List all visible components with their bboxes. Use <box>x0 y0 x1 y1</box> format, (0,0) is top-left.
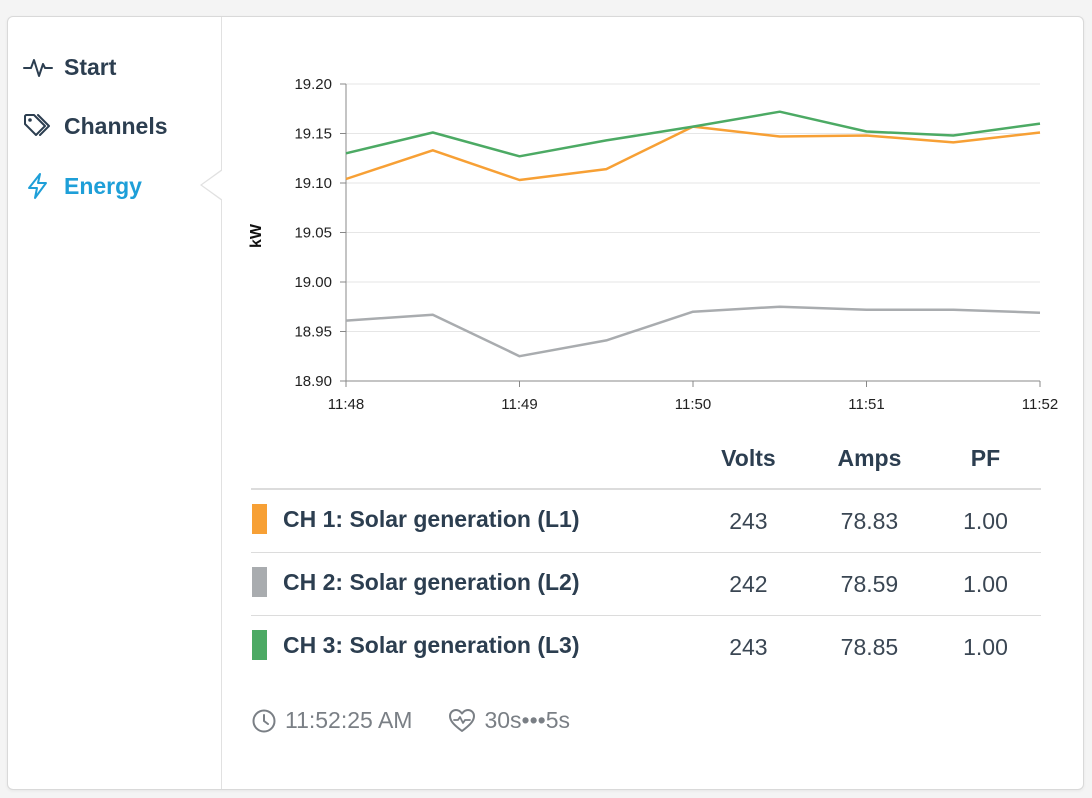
ch2-color-swatch <box>252 567 267 597</box>
y-axis-ticks: 19.20 19.15 19.10 19.05 19.00 18.95 18.90 <box>294 76 332 390</box>
sidebar-item-label: Energy <box>64 172 142 199</box>
volts-column-header: Volts <box>687 428 809 490</box>
amps-value: 78.85 <box>840 633 899 660</box>
x-tick-label: 11:49 <box>501 396 537 413</box>
pulse-icon <box>22 51 54 83</box>
y-tick-label: 18.95 <box>294 324 332 341</box>
power-line-chart: 19.20 19.15 19.10 19.05 19.00 18.95 18.90 11:4… <box>248 76 1058 413</box>
table-header-row: Volts Amps PF <box>251 428 1041 490</box>
sidebar-item-label: Start <box>64 53 117 80</box>
y-axis-label: kW <box>248 223 265 248</box>
pf-value: 1.00 <box>930 489 1041 553</box>
amps-column-header: Amps <box>808 428 930 490</box>
x-axis-ticks: 11:48 11:49 11:50 11:51 11:52 <box>328 381 1058 413</box>
sidebar-nav: Start Channels Energy <box>8 17 222 789</box>
y-tick-label: 19.15 <box>294 126 332 143</box>
y-tick-label: 18.90 <box>294 373 332 390</box>
sidebar-item-label: Channels <box>64 112 168 139</box>
amps-value: 78.83 <box>808 489 930 553</box>
tags-icon <box>22 110 54 142</box>
sidebar-item-channels[interactable]: Channels <box>22 106 212 146</box>
volts-value: 243 <box>687 489 809 553</box>
series-line-ch3 <box>345 110 1041 158</box>
x-tick-label: 11:52 <box>1022 396 1058 413</box>
ch3-color-swatch <box>252 630 267 660</box>
sidebar-item-start[interactable]: Start <box>22 47 212 87</box>
channel-readings-table: Volts Amps PF CH 1: Solar generation (L1… <box>251 428 1041 678</box>
channel-name: CH 3: Solar generation (L3) <box>251 616 688 679</box>
volts-value: 242 <box>687 552 809 616</box>
table-row[interactable]: CH 2: Solar generation (L2) 242 78.59 1.… <box>251 552 1041 616</box>
heart-pulse-icon <box>448 708 476 734</box>
amps-value: 78.59 <box>808 552 930 616</box>
table-row[interactable]: CH 3: Solar generation (L3) 243 78.85 1.… <box>251 616 1041 679</box>
y-tick-label: 19.05 <box>294 225 332 242</box>
volts-value: 243 <box>729 633 768 660</box>
chart-grid <box>340 83 1040 382</box>
pf-value: 1.00 <box>963 633 1008 660</box>
refresh-interval: 30s•••5s <box>484 707 570 733</box>
table-row[interactable]: CH 1: Solar generation (L1) 243 78.83 1.… <box>251 489 1041 553</box>
channel-name: CH 1: Solar generation (L1) <box>251 489 688 553</box>
y-tick-label: 19.00 <box>294 274 332 291</box>
y-tick-label: 19.10 <box>294 175 332 192</box>
x-tick-label: 11:51 <box>848 396 884 413</box>
channel-name: CH 2: Solar generation (L2) <box>251 552 688 616</box>
chart-series <box>345 110 1041 358</box>
energy-card: Start Channels Energy <box>7 16 1084 790</box>
series-line-ch2 <box>345 305 1041 358</box>
name-column-header <box>251 428 688 490</box>
x-tick-label: 11:48 <box>328 396 364 413</box>
y-tick-label: 19.20 <box>294 76 332 93</box>
ch1-color-swatch <box>252 504 267 534</box>
sidebar-item-energy[interactable]: Energy <box>22 166 212 206</box>
status-footer: 11:52:25 AM 30s•••5s <box>251 707 570 734</box>
pf-value: 1.00 <box>930 552 1041 616</box>
clock-icon <box>251 708 277 734</box>
last-updated-time: 11:52:25 AM <box>285 707 413 733</box>
pf-column-header: PF <box>930 428 1041 490</box>
lightning-icon <box>22 170 54 202</box>
x-tick-label: 11:50 <box>675 396 711 413</box>
